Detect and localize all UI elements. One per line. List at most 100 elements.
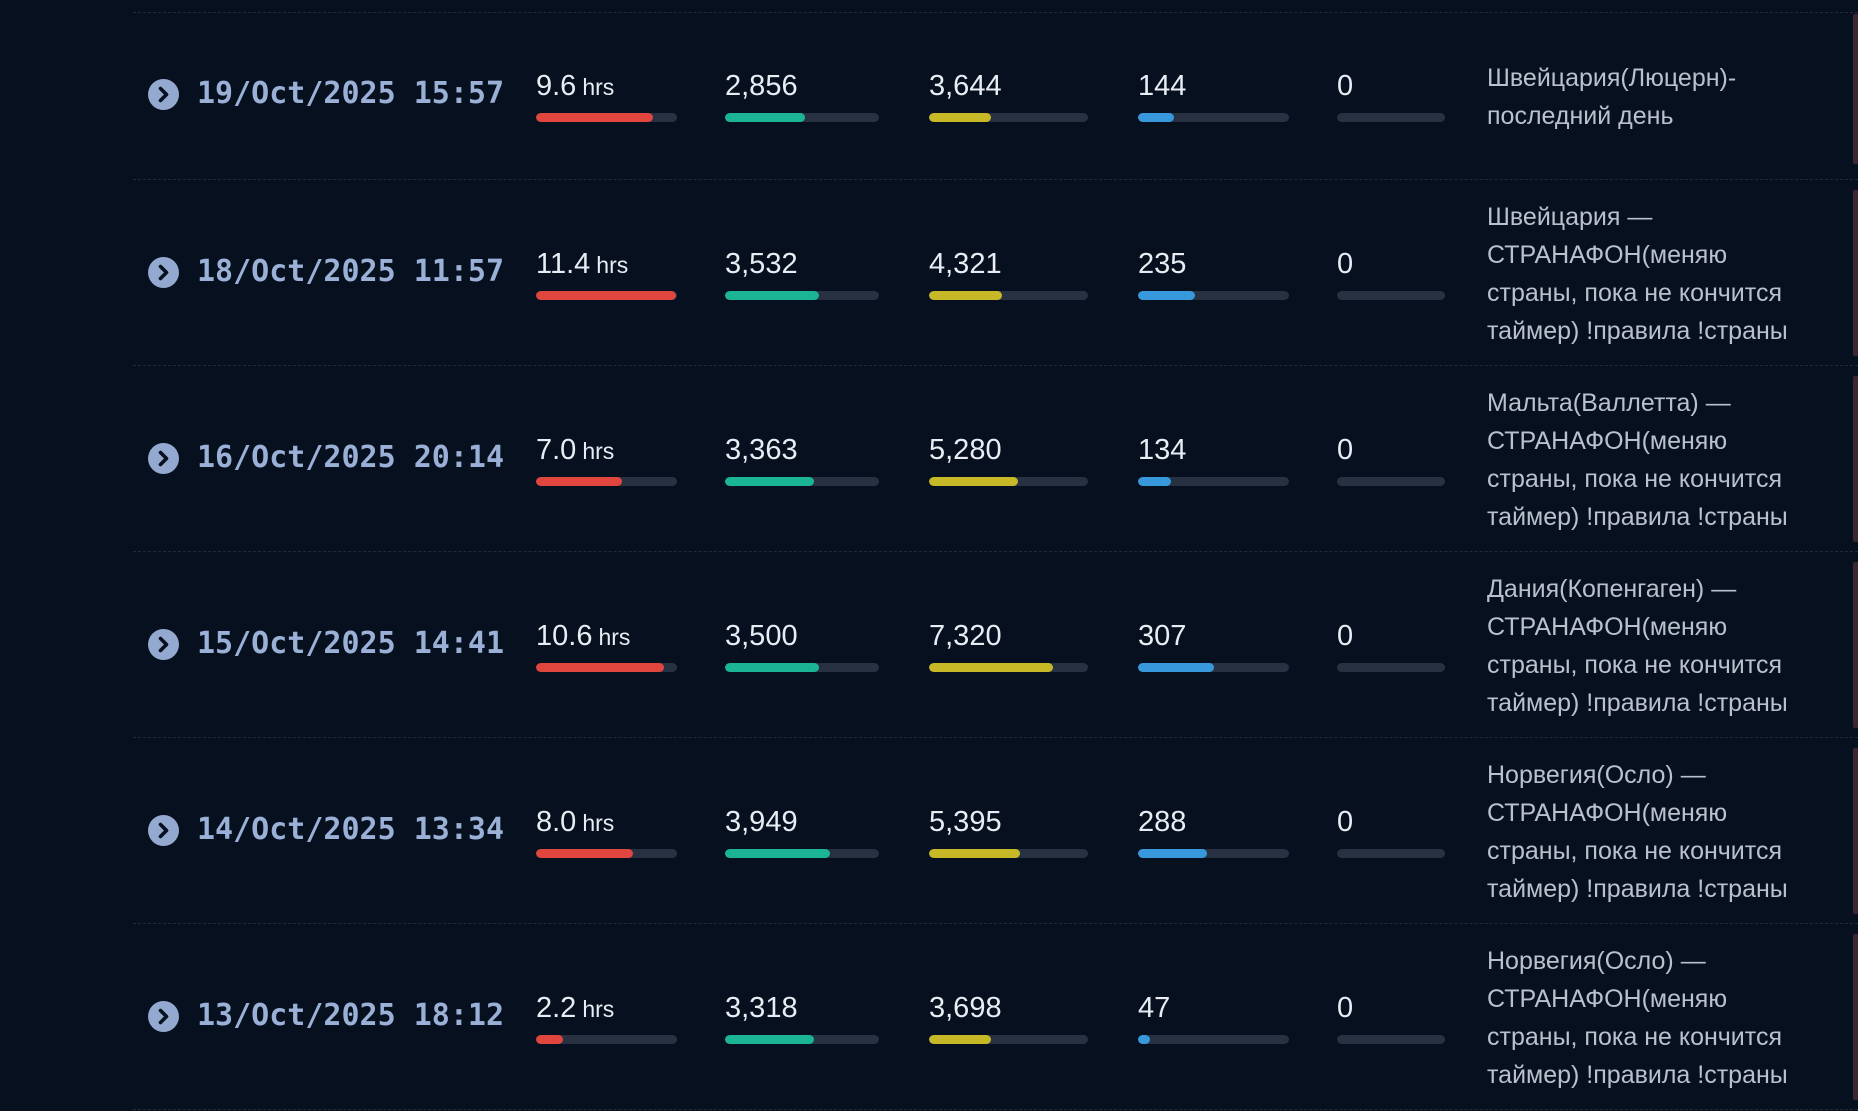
stream-row[interactable]: 14/Oct/2025 13:34 8.0 hrs 3,949 5,395 288 <box>0 738 1858 924</box>
metric-b-bar-track <box>929 1035 1088 1044</box>
duration-value: 10.6 hrs <box>536 619 630 654</box>
metric-c-bar-track <box>1138 1035 1289 1044</box>
duration-unit: hrs <box>582 996 615 1022</box>
metric-b-bar-track <box>929 663 1088 672</box>
metric-b-bar-track <box>929 849 1088 858</box>
duration-value: 8.0 hrs <box>536 805 614 840</box>
metric-b-value: 3,644 <box>929 70 1002 102</box>
stream-date[interactable]: 14/Oct/2025 13:34 <box>197 812 505 847</box>
thumbnail-edge <box>1853 934 1858 1100</box>
duration-bar-track <box>536 1035 677 1044</box>
metric-a-bar-fill <box>725 291 819 300</box>
chevron-right-glyph <box>158 636 169 653</box>
chevron-right-circle-icon[interactable] <box>148 815 179 846</box>
chevron-right-circle-icon[interactable] <box>148 257 179 288</box>
chevron-right-circle-icon[interactable] <box>148 443 179 474</box>
metric-c-bar-track <box>1138 663 1289 672</box>
stream-title: Швейцария(Люцерн)- последний день <box>1487 64 1737 130</box>
duration-bar-fill <box>536 1035 563 1044</box>
chevron-right-glyph <box>158 822 169 839</box>
metric-c-bar-fill <box>1138 663 1214 672</box>
stream-date[interactable]: 19/Oct/2025 15:57 <box>197 76 505 111</box>
metric-a-value: 3,949 <box>725 806 798 838</box>
thumbnail-edge <box>1853 562 1858 728</box>
stream-title: Норвегия(Осло) — СТРАНАФОН(меняю страны,… <box>1487 761 1788 903</box>
duration-bar-track <box>536 113 677 122</box>
metric-d-bar-track <box>1337 1035 1445 1044</box>
duration-unit: hrs <box>582 438 615 464</box>
metric-b-bar-fill <box>929 1035 991 1044</box>
metric-c-bar-fill <box>1138 291 1195 300</box>
metric-d-bar-track <box>1337 113 1445 122</box>
metric-b-bar-fill <box>929 849 1020 858</box>
metric-d-value: 0 <box>1337 806 1354 838</box>
thumbnail-edge <box>1853 376 1858 542</box>
duration-number: 8.0 <box>536 806 577 838</box>
metric-a-bar-track <box>725 291 879 300</box>
metric-b-bar-fill <box>929 477 1018 486</box>
duration-unit: hrs <box>598 624 631 650</box>
stream-title: Норвегия(Осло) — СТРАНАФОН(меняю страны,… <box>1487 947 1788 1089</box>
metric-b-value: 3,698 <box>929 992 1002 1024</box>
stream-date[interactable]: 15/Oct/2025 14:41 <box>197 626 505 661</box>
chevron-right-circle-icon[interactable] <box>148 629 179 660</box>
metric-b-bar-fill <box>929 291 1002 300</box>
metric-a-bar-track <box>725 1035 879 1044</box>
metric-c-value: 235 <box>1138 248 1187 280</box>
row-divider <box>133 12 1858 13</box>
stream-row[interactable]: 15/Oct/2025 14:41 10.6 hrs 3,500 7,320 30… <box>0 552 1858 738</box>
duration-bar-fill <box>536 849 633 858</box>
metric-a-bar-fill <box>725 113 805 122</box>
duration-number: 10.6 <box>536 620 593 652</box>
metric-b-bar-track <box>929 113 1088 122</box>
metric-a-bar-track <box>725 113 879 122</box>
duration-unit: hrs <box>582 74 615 100</box>
row-divider <box>133 923 1858 924</box>
stream-row[interactable]: 18/Oct/2025 11:57 11.4 hrs 3,532 4,321 23… <box>0 180 1858 366</box>
metric-b-bar-fill <box>929 113 991 122</box>
metric-d-bar-track <box>1337 663 1445 672</box>
metric-a-bar-track <box>725 477 879 486</box>
metric-c-value: 288 <box>1138 806 1187 838</box>
metric-c-bar-track <box>1138 291 1289 300</box>
duration-bar-fill <box>536 663 664 672</box>
metric-c-value: 47 <box>1138 992 1171 1024</box>
duration-value: 2.2 hrs <box>536 991 614 1026</box>
metric-b-bar-track <box>929 477 1088 486</box>
duration-bar-track <box>536 849 677 858</box>
metric-d-value: 0 <box>1337 70 1354 102</box>
metric-a-value: 3,318 <box>725 992 798 1024</box>
metric-a-bar-track <box>725 849 879 858</box>
duration-unit: hrs <box>582 810 615 836</box>
metric-c-value: 144 <box>1138 70 1187 102</box>
duration-unit: hrs <box>596 252 629 278</box>
metric-c-value: 134 <box>1138 434 1187 466</box>
stream-date[interactable]: 16/Oct/2025 20:14 <box>197 440 505 475</box>
metric-d-value: 0 <box>1337 992 1354 1024</box>
metric-b-bar-track <box>929 291 1088 300</box>
duration-number: 7.0 <box>536 434 577 466</box>
chevron-right-glyph <box>158 450 169 467</box>
duration-number: 9.6 <box>536 70 577 102</box>
chevron-right-glyph <box>158 86 169 103</box>
metric-a-value: 2,856 <box>725 70 798 102</box>
chevron-right-circle-icon[interactable] <box>148 1001 179 1032</box>
duration-number: 11.4 <box>536 248 591 280</box>
metric-c-bar-fill <box>1138 849 1207 858</box>
stream-date[interactable]: 13/Oct/2025 18:12 <box>197 998 505 1033</box>
metric-a-bar-fill <box>725 1035 814 1044</box>
stream-row[interactable]: 19/Oct/2025 15:57 9.6 hrs 2,856 3,644 144 <box>0 0 1858 180</box>
metric-c-bar-fill <box>1138 477 1171 486</box>
stream-date[interactable]: 18/Oct/2025 11:57 <box>197 254 505 289</box>
metric-d-value: 0 <box>1337 248 1354 280</box>
stream-row[interactable]: 16/Oct/2025 20:14 7.0 hrs 3,363 5,280 134 <box>0 366 1858 552</box>
metric-c-bar-track <box>1138 477 1289 486</box>
metric-b-bar-fill <box>929 663 1053 672</box>
chevron-right-circle-icon[interactable] <box>148 79 179 110</box>
metric-c-bar-fill <box>1138 1035 1150 1044</box>
row-divider <box>133 365 1858 366</box>
metric-a-bar-track <box>725 663 879 672</box>
stream-row[interactable]: 13/Oct/2025 18:12 2.2 hrs 3,318 3,698 47 <box>0 924 1858 1110</box>
row-divider <box>133 179 1858 180</box>
